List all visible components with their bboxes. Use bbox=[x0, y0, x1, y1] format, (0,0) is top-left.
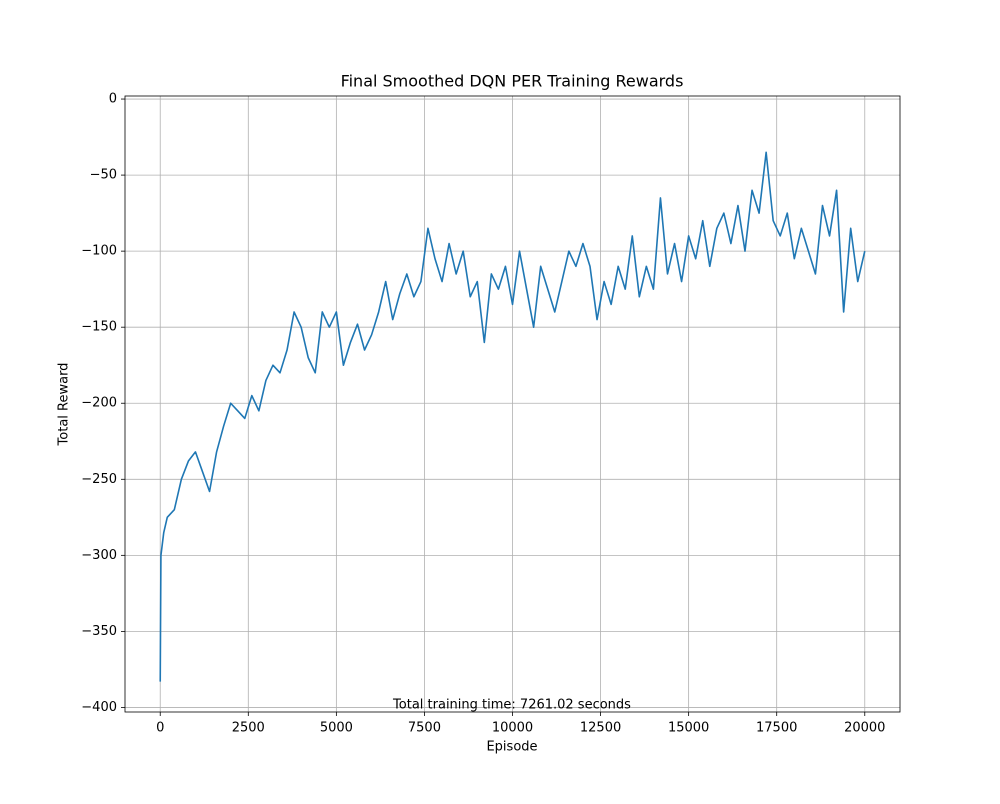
x-tick-label: 12500 bbox=[580, 721, 621, 736]
x-tick-label: 7500 bbox=[408, 721, 441, 736]
y-tick-label: −350 bbox=[81, 624, 117, 639]
y-tick-label: −100 bbox=[81, 244, 117, 259]
annotation: Total training time: 7261.02 seconds bbox=[392, 698, 631, 713]
x-tick-label: 15000 bbox=[668, 721, 709, 736]
x-tick-label: 2500 bbox=[232, 721, 265, 736]
y-axis-label: Total Reward bbox=[57, 363, 72, 447]
y-tick-label: −400 bbox=[81, 700, 117, 715]
x-tick-label: 20000 bbox=[844, 721, 885, 736]
data-line bbox=[159, 151, 866, 682]
x-tick-label: 0 bbox=[156, 721, 164, 736]
y-tick-label: −250 bbox=[81, 472, 117, 487]
chart-title: Final Smoothed DQN PER Training Rewards bbox=[341, 72, 684, 91]
x-axis-label: Episode bbox=[486, 740, 537, 755]
y-tick-label: 0 bbox=[109, 92, 117, 107]
x-tick-label: 17500 bbox=[756, 721, 797, 736]
x-tick-label: 10000 bbox=[492, 721, 533, 736]
plot-frame bbox=[124, 95, 901, 713]
y-tick-label: −50 bbox=[90, 168, 117, 183]
y-tick-label: −150 bbox=[81, 320, 117, 335]
y-tick-label: −200 bbox=[81, 396, 117, 411]
y-tick-label: −300 bbox=[81, 548, 117, 563]
x-tick-label: 5000 bbox=[320, 721, 353, 736]
